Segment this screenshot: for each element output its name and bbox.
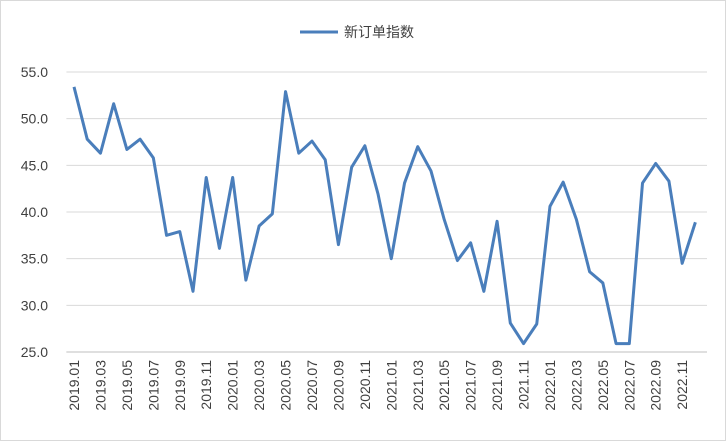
y-tick-label: 30.0: [21, 297, 48, 313]
y-tick-label: 35.0: [21, 251, 48, 267]
x-tick-label: 2019.03: [92, 360, 108, 411]
x-tick-label: 2022.09: [648, 360, 664, 411]
x-tick-label: 2020.03: [251, 360, 267, 411]
series-line: [72, 86, 697, 346]
x-tick-label: 2021.07: [463, 360, 479, 411]
y-tick-label: 50.0: [21, 111, 48, 127]
x-tick-label: 2019.09: [172, 360, 188, 411]
x-tick-label: 2020.09: [330, 360, 346, 411]
x-tick-label: 2020.01: [225, 360, 241, 411]
x-tick-label: 2019.05: [119, 360, 135, 411]
x-tick-label: 2019.01: [66, 360, 82, 411]
x-tick-label: 2022.05: [595, 360, 611, 411]
x-tick-label: 2020.07: [304, 360, 320, 411]
legend-label: 新订单指数: [344, 24, 414, 40]
x-tick-label: 2021.11: [516, 360, 532, 410]
y-tick-label: 40.0: [21, 204, 48, 220]
x-tick-label: 2020.11: [357, 360, 373, 410]
x-tick-label: 2021.05: [436, 360, 452, 411]
x-tick-label: 2022.01: [542, 360, 558, 411]
x-tick-label: 2019.07: [145, 360, 161, 411]
x-tick-label: 2021.09: [489, 360, 505, 411]
x-tick-label: 2021.01: [383, 360, 399, 411]
y-tick-label: 45.0: [21, 157, 48, 173]
y-tick-label: 55.0: [21, 64, 48, 80]
x-tick-label: 2022.11: [674, 360, 690, 410]
x-tick-label: 2022.07: [621, 360, 637, 411]
x-tick-label: 2020.05: [278, 360, 294, 411]
x-tick-label: 2019.11: [198, 360, 214, 410]
y-tick-label: 25.0: [21, 344, 48, 360]
x-tick-label: 2022.03: [568, 360, 584, 411]
x-tick-label: 2021.03: [410, 360, 426, 411]
